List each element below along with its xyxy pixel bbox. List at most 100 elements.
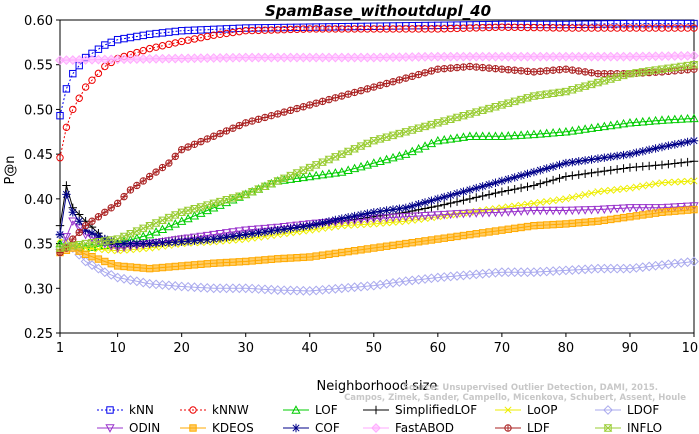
series-point — [478, 63, 487, 72]
series-point — [420, 211, 430, 221]
series-point — [485, 228, 493, 236]
series-point — [395, 204, 404, 213]
series-point — [459, 196, 468, 205]
series-point — [605, 51, 616, 62]
series-point — [356, 210, 366, 219]
series-point — [125, 275, 136, 285]
series-point — [586, 51, 597, 62]
series-point — [613, 214, 621, 223]
series-point — [682, 50, 693, 61]
series-point — [183, 206, 193, 215]
series-point — [274, 110, 282, 118]
series-point — [458, 209, 469, 219]
series-knn — [56, 19, 698, 120]
series-point — [568, 193, 576, 201]
series-point — [254, 228, 263, 238]
series-point — [522, 267, 533, 278]
series-point — [215, 53, 226, 63]
series-point — [491, 178, 500, 187]
series-point — [472, 183, 481, 193]
series-point — [618, 118, 629, 128]
series-point — [689, 136, 699, 145]
series-point — [151, 279, 161, 290]
series-point — [427, 236, 436, 244]
series-point — [657, 204, 667, 213]
series-point — [131, 54, 142, 64]
series-point — [421, 237, 429, 245]
series-point — [298, 52, 309, 63]
series-point — [389, 78, 397, 86]
series-point — [56, 154, 64, 162]
series-point — [600, 187, 608, 195]
series-point — [459, 187, 468, 196]
series-point — [184, 261, 192, 270]
series-point — [170, 53, 181, 64]
series-point — [88, 76, 96, 84]
series-point — [400, 52, 411, 63]
series-point — [299, 222, 308, 231]
series-point — [626, 184, 634, 192]
series-point — [331, 249, 340, 258]
series-point — [689, 157, 699, 166]
series-point — [402, 74, 410, 82]
series-point — [490, 131, 501, 140]
series-point — [523, 200, 532, 208]
series-point — [612, 204, 622, 214]
series-point — [240, 52, 251, 63]
series-point — [375, 156, 385, 165]
series-point — [561, 158, 571, 168]
series-point — [471, 209, 481, 218]
series-point — [612, 165, 622, 174]
series-point — [157, 224, 168, 233]
series-point — [670, 159, 679, 168]
series-point — [407, 212, 417, 222]
series-line — [59, 23, 694, 116]
x-tick-label: 60 — [430, 341, 447, 356]
series-point — [440, 65, 448, 73]
series-point — [632, 162, 641, 172]
series-point — [594, 188, 602, 196]
series-point — [439, 134, 449, 144]
series-point — [484, 180, 494, 189]
series-point — [452, 189, 462, 198]
series-point — [356, 142, 366, 150]
series-point — [536, 67, 545, 75]
series-point — [613, 186, 621, 194]
series-point — [376, 243, 384, 251]
series-point — [261, 256, 269, 264]
series-point — [190, 204, 199, 213]
series-point — [189, 282, 200, 293]
series-point — [298, 166, 308, 174]
series-point — [484, 104, 494, 113]
series-point — [594, 217, 602, 225]
series-point — [408, 201, 417, 211]
series-point — [516, 183, 526, 193]
series-point — [490, 51, 501, 62]
series-point — [311, 220, 321, 229]
series-point — [304, 52, 315, 63]
series-point — [567, 126, 577, 135]
series-point — [632, 212, 641, 220]
series-point — [183, 281, 193, 292]
legend-marker — [291, 405, 301, 414]
series-point — [581, 218, 589, 226]
series-point — [554, 127, 565, 137]
series-point — [197, 138, 205, 146]
series-point — [516, 267, 526, 278]
series-point — [452, 113, 462, 122]
series-point — [305, 221, 314, 230]
series-point — [350, 211, 359, 221]
series-point — [658, 179, 666, 187]
series-point — [394, 52, 405, 63]
series-point — [600, 153, 609, 162]
series-point — [228, 228, 238, 237]
series-point — [253, 284, 264, 294]
series-point — [503, 131, 513, 140]
series-point — [349, 163, 360, 173]
series-point — [543, 197, 551, 206]
series-point — [133, 181, 141, 190]
series-point — [542, 164, 551, 173]
series-point — [503, 267, 514, 278]
series-point — [318, 158, 327, 166]
series-point — [203, 235, 212, 244]
